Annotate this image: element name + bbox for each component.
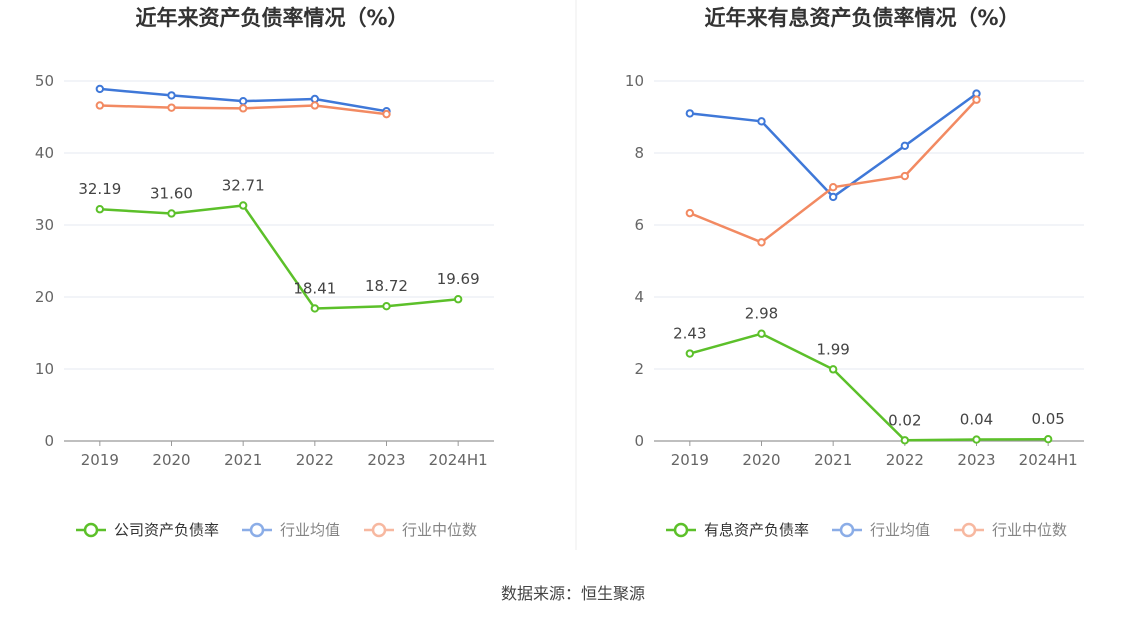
legend-item-company[interactable]: 公司资产负债率 (76, 521, 219, 539)
legend-label: 行业中位数 (402, 521, 477, 539)
data-point-company[interactable] (900, 436, 910, 445)
x-tick-label: 2021 (224, 451, 262, 469)
data-label: 0.05 (1031, 410, 1064, 428)
data-point-company[interactable] (310, 304, 320, 313)
data-point-avg[interactable] (757, 117, 766, 126)
data-point-company[interactable] (757, 329, 766, 338)
data-point-company[interactable] (167, 209, 176, 218)
legend-marker-icon (961, 522, 977, 538)
x-tick-label: 2023 (957, 451, 995, 469)
y-tick-label: 10 (625, 72, 644, 90)
legend-item-company[interactable]: 有息资产负债率 (666, 521, 809, 539)
x-tick-label: 2022 (296, 451, 334, 469)
data-label: 2.98 (745, 305, 778, 323)
legend-label: 有息资产负债率 (704, 521, 809, 539)
data-point-company[interactable] (453, 295, 463, 304)
data-point-median[interactable] (238, 104, 248, 113)
data-point-avg[interactable] (900, 141, 910, 151)
legend-item-avg[interactable]: 行业均值 (242, 521, 340, 539)
data-point-company[interactable] (972, 435, 981, 444)
y-tick-label: 0 (44, 432, 54, 450)
data-point-avg[interactable] (95, 84, 105, 94)
data-point-company[interactable] (685, 349, 695, 358)
y-tick-label: 30 (35, 216, 54, 234)
x-tick-label: 2019 (671, 451, 709, 469)
data-label: 0.02 (888, 411, 921, 429)
x-tick-label: 2020 (742, 451, 780, 469)
data-point-company[interactable] (828, 365, 838, 374)
x-tick-label: 2024H1 (429, 451, 488, 469)
data-point-avg[interactable] (310, 94, 320, 104)
x-tick-label: 2024H1 (1019, 451, 1078, 469)
data-label: 18.72 (365, 277, 408, 295)
legend-item-median[interactable]: 行业中位数 (364, 521, 477, 539)
legend-marker-icon (249, 522, 265, 538)
data-point-company[interactable] (1043, 435, 1053, 444)
legend-item-avg[interactable]: 行业均值 (832, 521, 930, 539)
legend-label: 行业均值 (870, 521, 930, 539)
x-tick-label: 2021 (814, 451, 852, 469)
legend-label: 行业中位数 (992, 521, 1067, 539)
y-tick-label: 4 (634, 288, 644, 306)
data-point-median[interactable] (900, 171, 910, 181)
data-point-median[interactable] (828, 183, 838, 192)
y-tick-label: 10 (35, 360, 54, 378)
data-label: 18.41 (293, 279, 336, 297)
data-point-median[interactable] (95, 101, 105, 110)
y-tick-label: 8 (634, 144, 644, 162)
data-label: 2.43 (673, 325, 706, 343)
data-source-footer: 数据来源：恒生聚源 (501, 584, 645, 603)
data-label: 31.60 (150, 184, 193, 202)
data-point-company[interactable] (238, 201, 248, 210)
y-tick-label: 6 (634, 216, 644, 234)
data-point-company[interactable] (95, 205, 105, 214)
x-tick-label: 2023 (367, 451, 405, 469)
data-point-median[interactable] (685, 208, 695, 218)
series-line-company (99, 204, 459, 310)
y-tick-label: 40 (35, 144, 54, 162)
legend-item-median[interactable]: 行业中位数 (954, 521, 1067, 539)
chart-title: 近年来有息资产负债率情况（%） (704, 6, 1019, 30)
data-point-median[interactable] (167, 103, 176, 112)
y-tick-label: 50 (35, 72, 54, 90)
data-point-median[interactable] (757, 238, 766, 247)
legend-label: 公司资产负债率 (114, 521, 219, 539)
chart-panel-interest-bearing: 近年来有息资产负债率情况（%） 0 2 4 6 8 10 2019 2020 2021 2022 20… (625, 6, 1084, 539)
legend-marker-icon (839, 522, 855, 538)
x-tick-label: 2022 (886, 451, 924, 469)
data-point-median[interactable] (310, 101, 320, 110)
legend-marker-icon (371, 522, 387, 538)
data-label: 32.71 (222, 176, 265, 194)
y-tick-label: 2 (634, 360, 644, 378)
data-label: 19.69 (437, 270, 480, 288)
y-tick-label: 0 (634, 432, 644, 450)
data-label: 1.99 (816, 340, 849, 358)
data-point-avg[interactable] (238, 96, 248, 106)
legend-label: 行业均值 (280, 521, 340, 539)
data-point-avg[interactable] (685, 109, 695, 118)
chart-panel-asset-liability: 近年来资产负债率情况（%） 0 10 20 30 40 50 2019 2020 2021 2022… (35, 6, 494, 539)
data-point-avg[interactable] (167, 91, 176, 100)
y-tick-label: 20 (35, 288, 54, 306)
data-label: 0.04 (960, 411, 993, 429)
data-point-avg[interactable] (828, 192, 838, 202)
chart-title: 近年来资产负债率情况（%） (135, 6, 408, 30)
x-tick-label: 2020 (152, 451, 190, 469)
legend-marker-icon (673, 522, 689, 538)
data-label: 32.19 (78, 180, 121, 198)
legend-marker-icon (83, 522, 99, 538)
data-point-company[interactable] (382, 302, 391, 311)
data-point-median[interactable] (972, 95, 981, 104)
series-line-company (689, 332, 1049, 442)
x-tick-label: 2019 (81, 451, 119, 469)
series-line-median (689, 98, 978, 244)
data-point-median[interactable] (382, 109, 391, 119)
